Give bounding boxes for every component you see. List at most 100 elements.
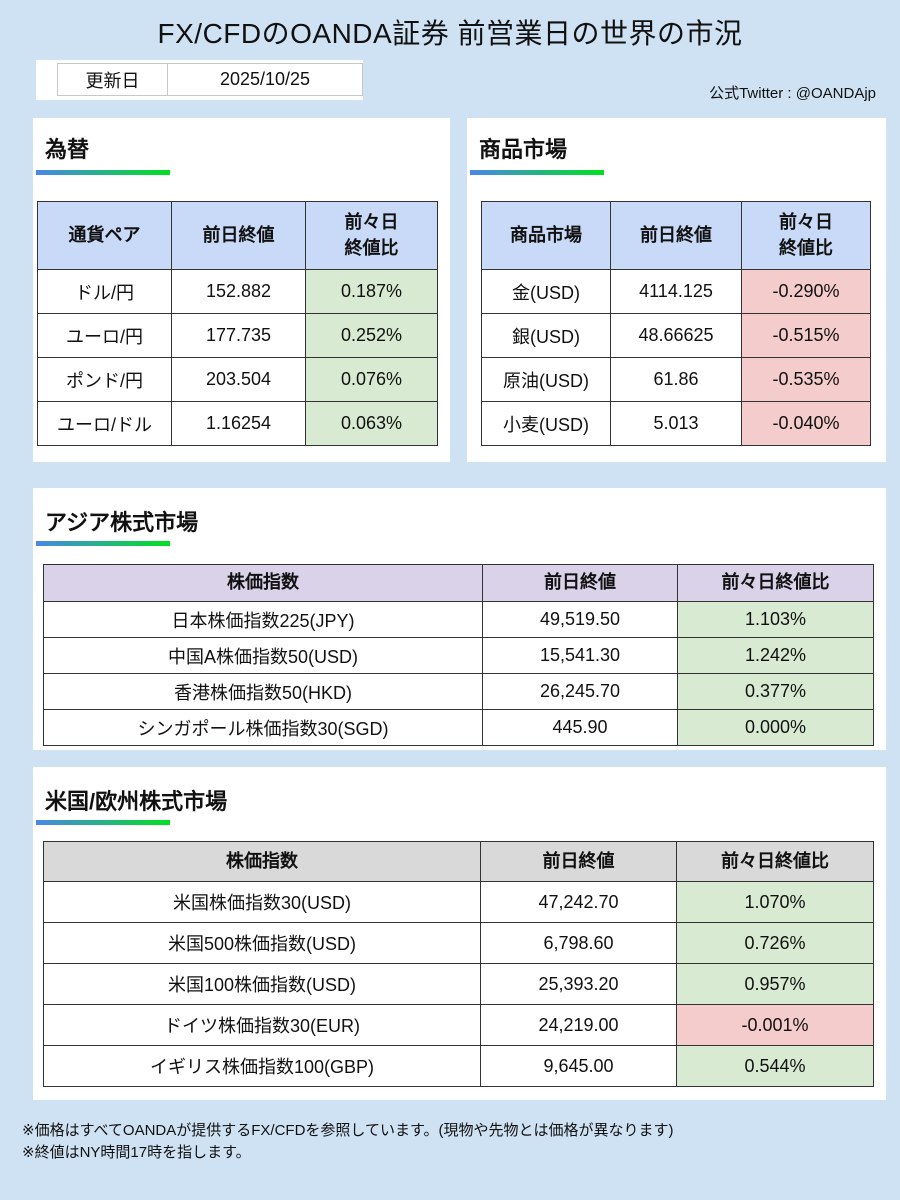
table-row: 香港株価指数50(HKD) 26,245.70 0.377% <box>43 673 874 710</box>
change-cell: 0.377% <box>677 673 874 710</box>
footer-note: ※価格はすべてOANDAが提供するFX/CFDを参照しています。(現物や先物とは… <box>22 1122 674 1139</box>
name-cell: 日本株価指数225(JPY) <box>43 601 483 638</box>
table-row: ユーロ/ドル 1.16254 0.063% <box>37 401 438 446</box>
name-cell: 米国100株価指数(USD) <box>43 963 481 1005</box>
close-cell: 6,798.60 <box>480 922 677 964</box>
useu-panel: 米国/欧州株式市場 株価指数 前日終値 前々日終値比 米国株価指数30(USD) 47,… <box>33 767 886 1100</box>
close-cell: 61.86 <box>610 357 742 402</box>
useu-table: 株価指数 前日終値 前々日終値比 米国株価指数30(USD) 47,242.70 1.07… <box>43 841 874 1087</box>
close-cell: 26,245.70 <box>482 673 678 710</box>
name-cell: イギリス株価指数100(GBP) <box>43 1045 481 1087</box>
close-cell: 49,519.50 <box>482 601 678 638</box>
title-underline <box>36 170 170 175</box>
twitter-handle: 公式Twitter : @OANDAjp <box>709 85 876 102</box>
asia-panel: アジア株式市場 株価指数 前日終値 前々日終値比 日本株価指数225(JPY) 49,5… <box>33 488 886 750</box>
title-underline <box>36 820 170 825</box>
name-cell: ユーロ/ドル <box>37 401 172 446</box>
change-cell: 0.076% <box>305 357 438 402</box>
close-cell: 152.882 <box>171 269 306 314</box>
change-cell: -0.515% <box>741 313 871 358</box>
table-row: ドル/円 152.882 0.187% <box>37 269 438 314</box>
close-cell: 4114.125 <box>610 269 742 314</box>
close-cell: 25,393.20 <box>480 963 677 1005</box>
commodity-title: 商品市場 <box>479 137 568 162</box>
change-cell: -0.290% <box>741 269 871 314</box>
table-row: 中国A株価指数50(USD) 15,541.30 1.242% <box>43 637 874 674</box>
header-row: 商品市場 前日終値 前々日 終値比 <box>481 201 871 270</box>
change-cell: 0.957% <box>676 963 874 1005</box>
update-label: 更新日 <box>57 63 168 96</box>
footer-note: ※終値はNY時間17時を指します。 <box>22 1144 251 1161</box>
commodity-panel: 商品市場 商品市場 前日終値 前々日 終値比 金(USD) 4114.125 -0.290… <box>467 118 886 462</box>
close-cell: 9,645.00 <box>480 1045 677 1087</box>
name-cell: ユーロ/円 <box>37 313 172 358</box>
change-cell: -0.535% <box>741 357 871 402</box>
name-cell: シンガポール株価指数30(SGD) <box>43 709 483 746</box>
column-header: 商品市場 <box>481 201 611 270</box>
close-cell: 445.90 <box>482 709 678 746</box>
column-header: 通貨ペア <box>37 201 172 270</box>
table-row: ポンド/円 203.504 0.076% <box>37 357 438 402</box>
fx-table: 通貨ペア 前日終値 前々日 終値比 ドル/円 152.882 0.187% ユーロ/円 177… <box>37 201 438 446</box>
table-row: シンガポール株価指数30(SGD) 445.90 0.000% <box>43 709 874 746</box>
close-cell: 47,242.70 <box>480 881 677 923</box>
commodity-table: 商品市場 前日終値 前々日 終値比 金(USD) 4114.125 -0.290% 銀(US… <box>481 201 871 446</box>
name-cell: 米国株価指数30(USD) <box>43 881 481 923</box>
change-cell: 1.103% <box>677 601 874 638</box>
title-underline <box>470 170 604 175</box>
name-cell: 香港株価指数50(HKD) <box>43 673 483 710</box>
table-row: 米国株価指数30(USD) 47,242.70 1.070% <box>43 881 874 923</box>
close-cell: 24,219.00 <box>480 1004 677 1046</box>
close-cell: 177.735 <box>171 313 306 358</box>
column-header: 前日終値 <box>610 201 742 270</box>
header-row: 株価指数 前日終値 前々日終値比 <box>43 564 874 602</box>
column-header: 前々日終値比 <box>676 841 874 882</box>
column-header: 株価指数 <box>43 564 483 602</box>
close-cell: 15,541.30 <box>482 637 678 674</box>
name-cell: ドイツ株価指数30(EUR) <box>43 1004 481 1046</box>
table-row: 日本株価指数225(JPY) 49,519.50 1.103% <box>43 601 874 638</box>
asia-title: アジア株式市場 <box>45 510 199 535</box>
footer-notes: ※価格はすべてOANDAが提供するFX/CFDを参照しています。(現物や先物とは… <box>22 1120 673 1164</box>
name-cell: 銀(USD) <box>481 313 611 358</box>
column-header: 前々日 終値比 <box>741 201 871 270</box>
name-cell: ドル/円 <box>37 269 172 314</box>
asia-table: 株価指数 前日終値 前々日終値比 日本株価指数225(JPY) 49,519.50 1.1… <box>43 564 874 746</box>
title-underline <box>36 541 170 546</box>
column-header: 前日終値 <box>171 201 306 270</box>
change-cell: -0.040% <box>741 401 871 446</box>
close-cell: 203.504 <box>171 357 306 402</box>
table-row: 原油(USD) 61.86 -0.535% <box>481 357 871 402</box>
name-cell: 金(USD) <box>481 269 611 314</box>
useu-title: 米国/欧州株式市場 <box>45 789 228 814</box>
table-row: 米国500株価指数(USD) 6,798.60 0.726% <box>43 922 874 964</box>
change-cell: 1.242% <box>677 637 874 674</box>
change-cell: 0.000% <box>677 709 874 746</box>
column-header: 前日終値 <box>480 841 677 882</box>
change-cell: 1.070% <box>676 881 874 923</box>
change-cell: 0.187% <box>305 269 438 314</box>
table-row: ユーロ/円 177.735 0.252% <box>37 313 438 358</box>
change-cell: 0.252% <box>305 313 438 358</box>
fx-title: 為替 <box>45 137 90 162</box>
column-header: 株価指数 <box>43 841 481 882</box>
column-header: 前々日終値比 <box>677 564 874 602</box>
change-cell: 0.063% <box>305 401 438 446</box>
fx-panel: 為替 通貨ペア 前日終値 前々日 終値比 ドル/円 152.882 0.187% ユーロ/円… <box>33 118 450 462</box>
change-cell: 0.726% <box>676 922 874 964</box>
table-row: 金(USD) 4114.125 -0.290% <box>481 269 871 314</box>
close-cell: 1.16254 <box>171 401 306 446</box>
table-row: ドイツ株価指数30(EUR) 24,219.00 -0.001% <box>43 1004 874 1046</box>
header-row: 通貨ペア 前日終値 前々日 終値比 <box>37 201 438 270</box>
name-cell: 原油(USD) <box>481 357 611 402</box>
header-row: 株価指数 前日終値 前々日終値比 <box>43 841 874 882</box>
change-cell: -0.001% <box>676 1004 874 1046</box>
update-date-box: 更新日 2025/10/25 <box>36 60 363 100</box>
table-row: 小麦(USD) 5.013 -0.040% <box>481 401 871 446</box>
table-row: 銀(USD) 48.66625 -0.515% <box>481 313 871 358</box>
page-title: FX/CFDのOANDA証券 前営業日の世界の市況 <box>157 18 743 49</box>
name-cell: 中国A株価指数50(USD) <box>43 637 483 674</box>
column-header: 前々日 終値比 <box>305 201 438 270</box>
table-row: 米国100株価指数(USD) 25,393.20 0.957% <box>43 963 874 1005</box>
update-date: 2025/10/25 <box>167 63 363 96</box>
